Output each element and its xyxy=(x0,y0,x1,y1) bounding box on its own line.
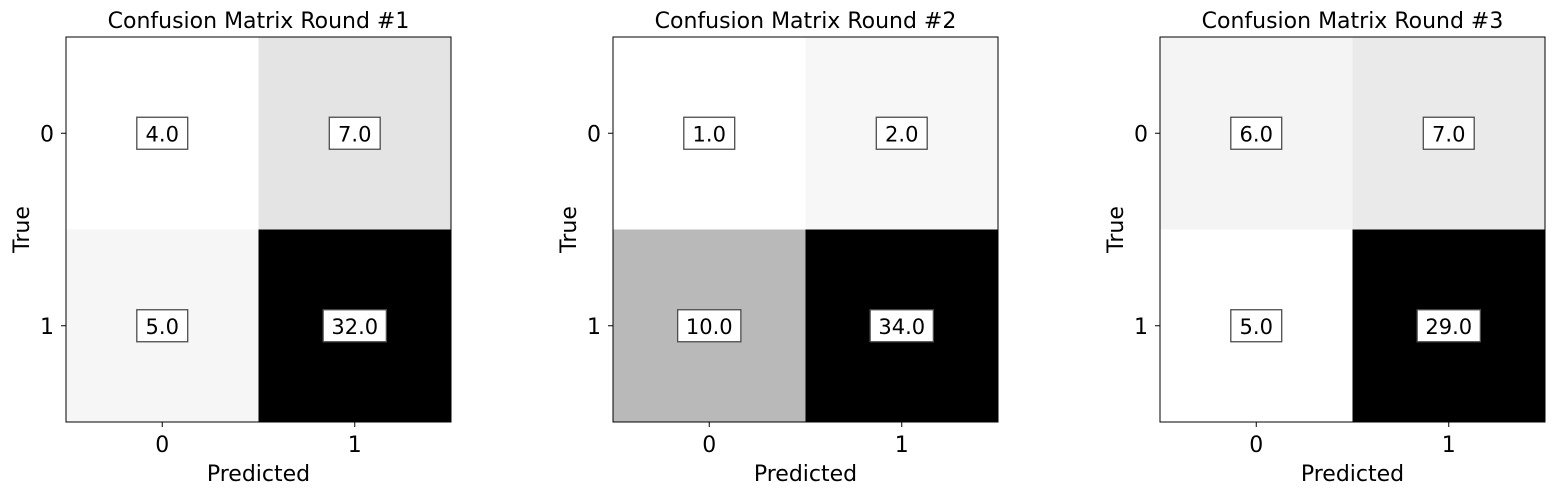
y-tick-label: 1 xyxy=(587,315,601,340)
cell-label-box-r0-c1 xyxy=(328,116,381,150)
y-axis-label: True xyxy=(557,206,582,254)
x-tick-label: 0 xyxy=(1249,433,1263,458)
y-axis-label: True xyxy=(1104,206,1129,254)
cell-value-label: 32.0 xyxy=(331,315,378,339)
cell-label-box-r0-c0 xyxy=(1230,116,1283,150)
cell-label-box-r1-c0 xyxy=(1230,309,1283,343)
cell-value-label: 10.0 xyxy=(686,315,733,339)
cell-label-box-r0-c1 xyxy=(1422,116,1475,150)
cell-value-label: 1.0 xyxy=(693,122,726,146)
y-tick-label: 0 xyxy=(587,122,601,147)
axes-frame xyxy=(1159,36,1546,423)
x-axis-label: Predicted xyxy=(207,462,310,487)
chart-title: Confusion Matrix Round #1 xyxy=(108,9,410,34)
cell-label-box-r1-c0 xyxy=(677,309,742,343)
x-tick-label: 1 xyxy=(348,433,362,458)
axes-frame xyxy=(612,36,999,423)
cell-value-label: 5.0 xyxy=(146,315,179,339)
cell-value-label: 4.0 xyxy=(146,122,179,146)
y-tick-label: 1 xyxy=(1134,315,1148,340)
y-tick-label: 0 xyxy=(1134,122,1148,147)
cell-label-box-r0-c0 xyxy=(683,116,736,150)
y-axis-label: True xyxy=(10,206,35,254)
cell-label-box-r1-c1 xyxy=(322,309,387,343)
x-tick-label: 1 xyxy=(895,433,909,458)
cell-label-box-r0-c1 xyxy=(875,116,928,150)
chart-panel-1: 4.0 7.0 5.0 32.0 0 1 0 1 Confusion Matrix Round … xyxy=(10,9,452,487)
x-tick-label: 0 xyxy=(155,433,169,458)
x-tick-label: 0 xyxy=(702,433,716,458)
x-tick-label: 1 xyxy=(1442,433,1456,458)
cell-value-label: 7.0 xyxy=(338,122,371,146)
cell-label-box-r1-c1 xyxy=(869,309,935,343)
cell-label-box-r0-c0 xyxy=(136,116,189,150)
y-tick-label: 0 xyxy=(40,122,54,147)
x-axis-label: Predicted xyxy=(1301,462,1404,487)
cell-value-label: 2.0 xyxy=(885,122,918,146)
chart-title: Confusion Matrix Round #3 xyxy=(1202,9,1504,34)
cell-value-label: 5.0 xyxy=(1240,315,1273,339)
cell-value-label: 34.0 xyxy=(878,315,925,339)
chart-panel-2: 1.0 2.0 10.0 34.0 0 1 0 1 Confusion Matrix Round… xyxy=(557,9,999,487)
cell-value-label: 6.0 xyxy=(1240,122,1273,146)
cell-value-label: 7.0 xyxy=(1432,122,1465,146)
axes-frame xyxy=(65,36,452,423)
cell-label-box-r1-c1 xyxy=(1416,309,1482,343)
cell-label-box-r1-c0 xyxy=(136,309,189,343)
y-tick-label: 1 xyxy=(40,315,54,340)
x-axis-label: Predicted xyxy=(754,462,857,487)
chart-panel-3: 6.0 7.0 5.0 29.0 0 1 0 1 Confusion Matrix Round … xyxy=(1104,9,1546,487)
cell-value-label: 29.0 xyxy=(1425,315,1472,339)
chart-title: Confusion Matrix Round #2 xyxy=(655,9,957,34)
